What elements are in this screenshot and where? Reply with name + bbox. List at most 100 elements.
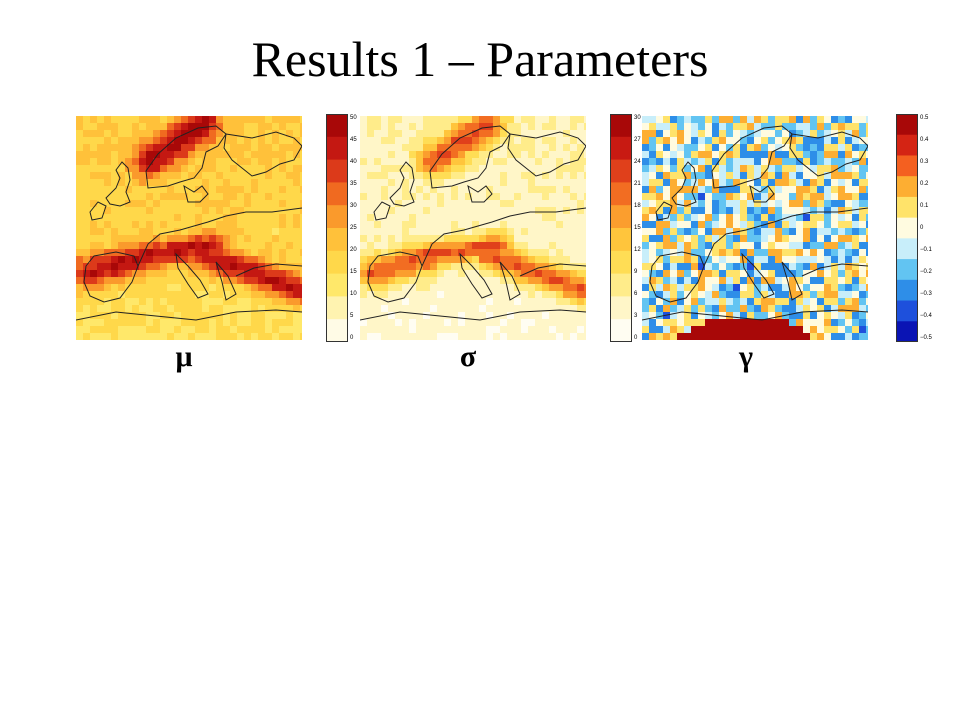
map-cell: [486, 333, 494, 340]
map-cell: [838, 158, 846, 166]
map-cell: [691, 172, 699, 180]
map-cell: [395, 291, 403, 299]
map-cell: [244, 333, 252, 340]
map-cell: [810, 179, 818, 187]
map-cell: [430, 158, 438, 166]
map-cell: [500, 207, 508, 215]
map-cell: [859, 298, 867, 306]
map-cell: [286, 158, 294, 166]
map-cell: [556, 207, 564, 215]
map-cell: [535, 130, 543, 138]
map-cell: [803, 263, 811, 271]
map-cell: [747, 200, 755, 208]
map-cell: [451, 137, 459, 145]
map-cell: [472, 214, 480, 222]
map-cell: [104, 326, 112, 334]
map-cell: [507, 144, 515, 152]
colorbar-tick-label: 15: [350, 269, 357, 275]
map-cell: [500, 277, 508, 285]
map-cell: [663, 228, 671, 236]
map-cell: [416, 291, 424, 299]
map-cell: [181, 200, 189, 208]
map-cell: [181, 165, 189, 173]
map-cell: [642, 242, 650, 250]
map-cell: [209, 137, 217, 145]
map-cell: [719, 298, 727, 306]
map-cell: [789, 221, 797, 229]
map-cell: [251, 130, 259, 138]
map-cell: [395, 312, 403, 320]
map-cell: [251, 179, 259, 187]
map-cell: [782, 221, 790, 229]
map-cell: [139, 214, 147, 222]
map-cell: [698, 207, 706, 215]
map-cell: [244, 144, 252, 152]
map-cell: [160, 172, 168, 180]
map-cell: [747, 249, 755, 257]
map-cell: [500, 193, 508, 201]
map-cell: [402, 172, 410, 180]
map-cell: [367, 214, 375, 222]
map-cell: [584, 165, 586, 173]
map-cell: [381, 158, 389, 166]
map-cell: [859, 130, 867, 138]
map-cell: [388, 291, 396, 299]
colorbar-swatch: [610, 228, 632, 252]
map-cell: [451, 179, 459, 187]
map-cell: [237, 228, 245, 236]
map-cell: [76, 214, 84, 222]
map-cell: [663, 172, 671, 180]
colorbar-swatch: [896, 279, 918, 302]
map-cell: [747, 312, 755, 320]
map-cell: [866, 214, 868, 222]
map-cell: [789, 298, 797, 306]
map-cell: [444, 158, 452, 166]
map-cell: [775, 326, 783, 334]
map-cell: [181, 123, 189, 131]
map-cell: [388, 249, 396, 257]
map-cell: [507, 305, 515, 313]
map-cell: [824, 305, 832, 313]
map-cell: [866, 242, 868, 250]
map-cell: [202, 228, 210, 236]
map-cell: [216, 137, 224, 145]
map-cell: [360, 284, 368, 292]
map-cell: [223, 144, 231, 152]
map-cell: [223, 263, 231, 271]
map-cell: [803, 179, 811, 187]
map-cell: [803, 193, 811, 201]
map-cell: [223, 249, 231, 257]
map-cell: [859, 249, 867, 257]
map-cell: [153, 137, 161, 145]
map-cell: [472, 270, 480, 278]
map-cell: [479, 228, 487, 236]
map-cell: [852, 137, 860, 145]
map-cell: [670, 277, 678, 285]
map-cell: [465, 333, 473, 340]
map-cell: [719, 151, 727, 159]
map-cell: [817, 326, 825, 334]
map-cell: [852, 326, 860, 334]
map-cell: [642, 256, 650, 264]
map-cell: [118, 312, 126, 320]
map-cell: [514, 200, 522, 208]
map-cell: [83, 123, 91, 131]
map-cell: [83, 186, 91, 194]
map-cell: [719, 270, 727, 278]
map-cell: [167, 158, 175, 166]
map-cell: [367, 263, 375, 271]
map-cell: [712, 319, 720, 327]
map-cell: [458, 200, 466, 208]
map-cell: [486, 137, 494, 145]
map-cell: [479, 319, 487, 327]
map-cell: [146, 221, 154, 229]
map-cell: [859, 165, 867, 173]
map-cell: [90, 137, 98, 145]
map-cell: [300, 305, 302, 313]
map-cell: [202, 158, 210, 166]
map-cell: [279, 116, 287, 124]
map-cell: [535, 207, 543, 215]
map-cell: [230, 123, 238, 131]
map-cell: [458, 151, 466, 159]
map-cell: [139, 256, 147, 264]
